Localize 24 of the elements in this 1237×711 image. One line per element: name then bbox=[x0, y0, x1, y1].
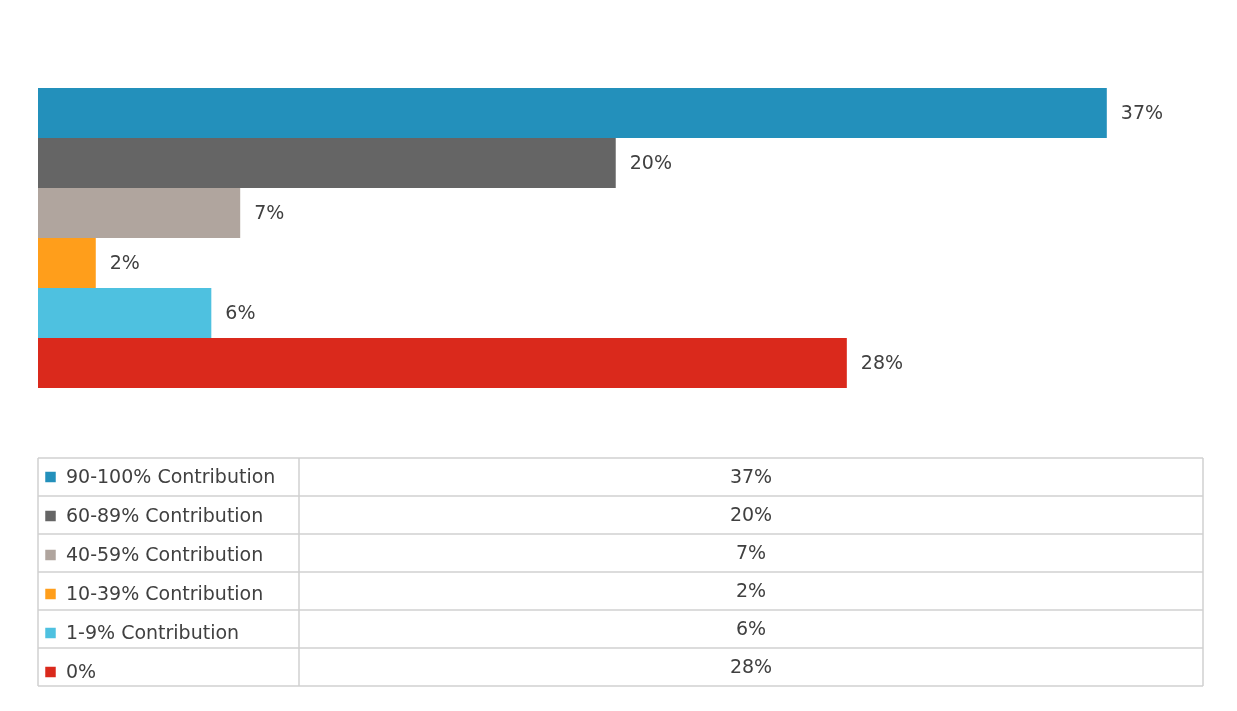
text: 28% bbox=[729, 655, 773, 677]
data-label: 2% bbox=[109, 251, 140, 273]
text: 6% bbox=[735, 617, 767, 639]
text: 37% bbox=[729, 465, 773, 487]
text: 7% bbox=[735, 541, 767, 563]
legend-label: 60-89% Contribution bbox=[66, 504, 264, 526]
data-label: 37% bbox=[1120, 101, 1164, 123]
legend-label: 10-39% Contribution bbox=[66, 582, 264, 604]
data-label: 28% bbox=[860, 351, 904, 373]
bar bbox=[38, 288, 212, 338]
bar bbox=[38, 238, 96, 288]
bar bbox=[38, 188, 241, 238]
bar bbox=[38, 338, 847, 388]
bar bbox=[38, 88, 1107, 138]
data-label: 7% bbox=[254, 201, 285, 223]
bar bbox=[38, 138, 616, 188]
legend-label: 1-9% Contribution bbox=[66, 621, 240, 643]
legend-label: 40-59% Contribution bbox=[66, 543, 264, 565]
data-label: 20% bbox=[629, 151, 672, 173]
legend-label: 90-100% Contribution bbox=[66, 465, 276, 487]
text: 20% bbox=[729, 503, 773, 525]
legend-label: 0% bbox=[66, 660, 97, 682]
text: 2% bbox=[735, 579, 767, 601]
data-label: 6% bbox=[225, 301, 256, 323]
